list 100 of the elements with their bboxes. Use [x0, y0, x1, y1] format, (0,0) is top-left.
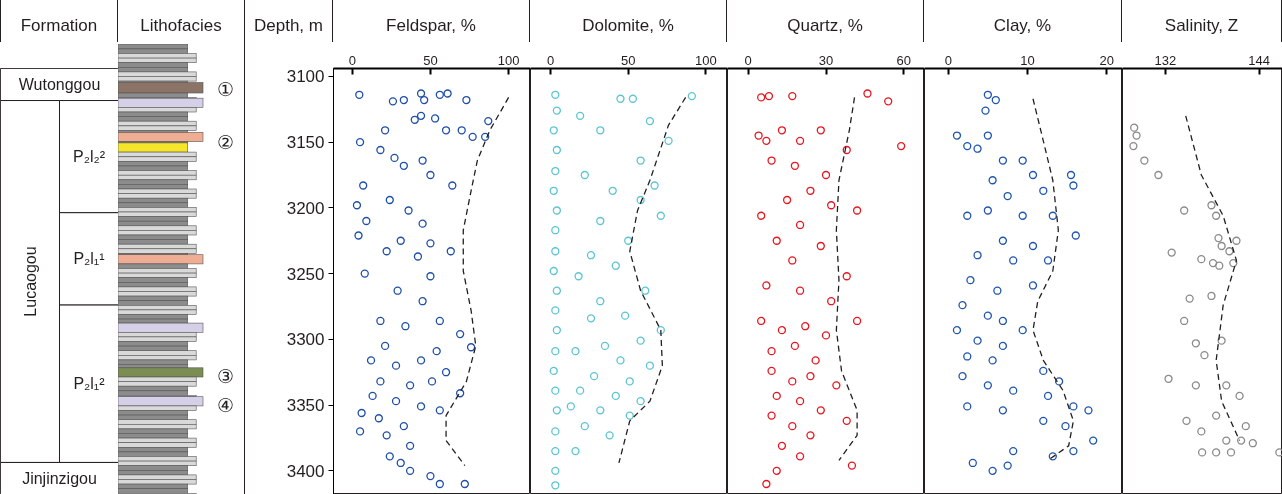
point	[827, 201, 836, 210]
point	[1235, 391, 1244, 401]
point	[1217, 336, 1226, 345]
point	[1009, 256, 1018, 265]
point	[790, 341, 800, 351]
x-tick-label: 100	[694, 52, 717, 68]
point	[966, 276, 975, 285]
point	[1048, 211, 1057, 220]
x-axis-title: Dolomite, %	[582, 15, 674, 37]
point	[963, 402, 972, 411]
point	[1180, 316, 1189, 326]
point	[552, 206, 562, 215]
point	[1043, 256, 1053, 265]
point	[1043, 391, 1053, 401]
point	[772, 391, 781, 401]
point	[1208, 258, 1218, 268]
point	[777, 441, 787, 450]
point	[1039, 416, 1048, 426]
text: Jinjinzigou	[22, 469, 97, 487]
point	[801, 322, 810, 331]
point	[1003, 191, 1012, 201]
point	[1028, 170, 1038, 180]
point	[1003, 461, 1012, 470]
point	[571, 347, 580, 356]
point	[1069, 402, 1078, 411]
point	[767, 156, 776, 165]
point	[998, 341, 1008, 351]
point	[1140, 156, 1149, 165]
point	[551, 226, 560, 235]
point	[963, 211, 972, 220]
x-tick-label: 132	[1154, 52, 1177, 68]
point	[757, 211, 766, 220]
point	[767, 347, 776, 356]
text: Formation	[20, 15, 98, 37]
point	[1197, 427, 1206, 436]
point	[687, 91, 696, 101]
y-tick-label: 3150	[286, 133, 325, 153]
point	[656, 326, 665, 335]
point	[782, 195, 792, 205]
x-tick-label: 50	[620, 52, 636, 68]
point	[1069, 446, 1078, 456]
point	[788, 421, 797, 431]
point	[1180, 206, 1189, 215]
text: Lucaogou	[21, 246, 39, 317]
point	[842, 145, 851, 155]
point	[767, 411, 776, 420]
point	[1167, 248, 1176, 257]
point	[998, 156, 1008, 165]
point	[795, 452, 805, 461]
point	[628, 94, 638, 103]
point	[981, 106, 990, 115]
point	[806, 372, 815, 381]
point	[551, 347, 560, 356]
point	[983, 381, 993, 390]
point	[897, 141, 906, 151]
point	[625, 411, 634, 420]
point	[616, 356, 625, 365]
point	[788, 91, 797, 101]
point	[551, 166, 560, 176]
point	[764, 91, 774, 101]
point	[1084, 406, 1093, 415]
point	[571, 446, 580, 456]
point	[1054, 377, 1064, 386]
point	[580, 421, 589, 431]
point	[963, 352, 972, 361]
point	[1275, 448, 1282, 457]
point	[767, 366, 776, 376]
y-tick-label: 3200	[286, 198, 325, 218]
x-tick-label: 0	[348, 52, 356, 68]
y-tick-label: 3300	[286, 330, 325, 350]
text: ④	[216, 394, 234, 416]
point	[1191, 339, 1201, 348]
point	[1028, 241, 1038, 251]
point	[650, 181, 659, 190]
point	[852, 316, 862, 326]
x-tick-label: 0	[744, 52, 752, 68]
point	[1009, 446, 1018, 456]
x-tick-label: 10	[1020, 52, 1035, 68]
point	[827, 297, 836, 306]
point	[636, 156, 645, 165]
point	[552, 286, 562, 295]
point	[552, 326, 562, 335]
point	[988, 356, 997, 365]
point	[551, 90, 560, 99]
point	[1048, 452, 1057, 461]
point	[625, 377, 634, 386]
text: ②	[216, 131, 234, 153]
y-tick-label: 3100	[286, 67, 325, 87]
point	[1217, 241, 1226, 251]
point	[616, 94, 625, 103]
point	[806, 431, 815, 440]
point	[551, 446, 560, 456]
point	[788, 256, 797, 265]
point	[664, 136, 673, 145]
point	[1132, 131, 1141, 140]
point	[566, 402, 575, 411]
point	[1164, 374, 1173, 383]
point	[772, 236, 781, 245]
point	[968, 458, 977, 468]
point	[596, 216, 605, 226]
